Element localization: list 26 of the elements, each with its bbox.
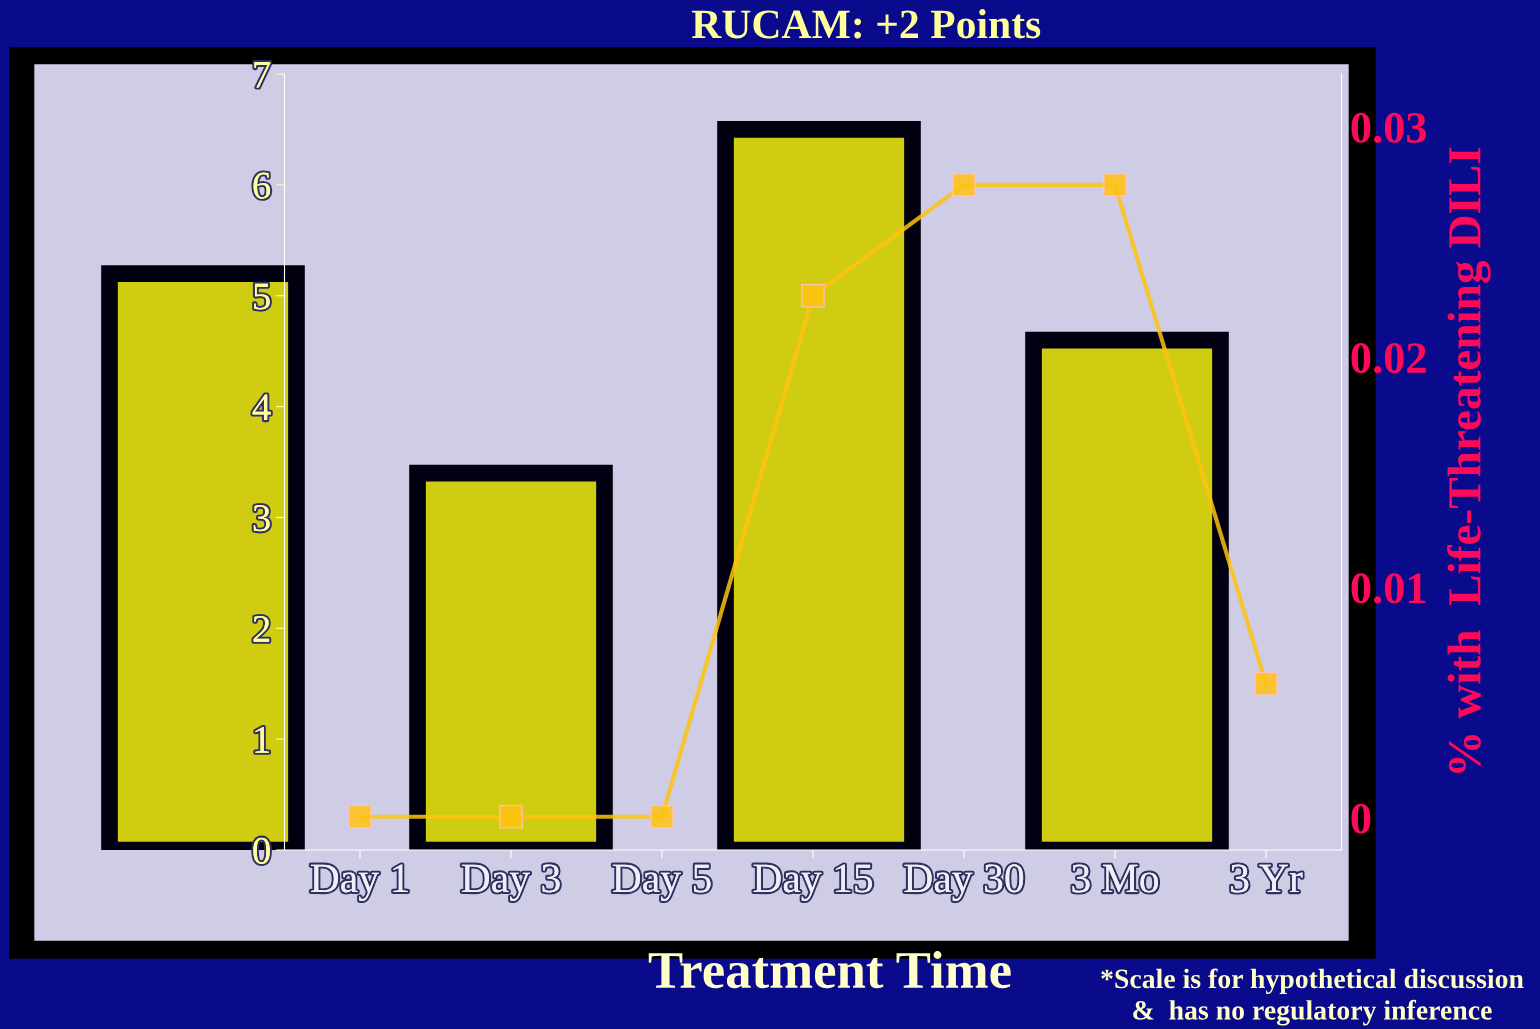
x-tick-label: Day 3 <box>461 864 560 901</box>
y2-axis-title: % with Life-Threatening DILI <box>1447 147 1491 773</box>
point <box>499 804 523 829</box>
y-tick-label: 6 <box>253 172 271 199</box>
point <box>1254 671 1278 696</box>
x-tick-label: Day 30 <box>904 864 1024 901</box>
y2-tick-label: 0 <box>1351 803 1371 834</box>
x-tick-label: 3 Yr <box>1231 864 1303 893</box>
x-tick-label: 3 Mo <box>1072 864 1158 893</box>
x-axis-title: Treatment Time <box>648 951 1011 989</box>
point <box>1103 173 1127 197</box>
text: *Scale is for hypothetical discussion & has no regulatory inference <box>1101 968 1524 1026</box>
point <box>952 173 976 197</box>
y-tick-label: 1 <box>255 726 269 753</box>
point <box>650 804 674 829</box>
y-tick-label: 7 <box>254 62 271 88</box>
y-tick-label: 3 <box>253 505 270 532</box>
point <box>348 804 372 829</box>
x-tick-label: Day 15 <box>753 864 873 901</box>
y-tick-label: 2 <box>253 616 270 642</box>
point <box>801 283 825 308</box>
x-tick-label: Day 1 <box>310 864 408 901</box>
chart-title: RUCAM: +2 Points <box>691 9 1041 39</box>
y-tick-label: 5 <box>254 283 270 310</box>
y-tick-label: 4 <box>252 394 271 421</box>
x-tick-label: Day 5 <box>612 864 711 901</box>
